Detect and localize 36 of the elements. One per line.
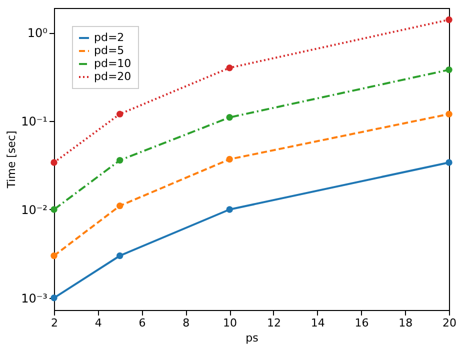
x-tick-label: 6	[138, 316, 146, 330]
y-axis-title: Time [sec]	[5, 130, 18, 190]
legend-label: pd=10	[94, 57, 132, 70]
point	[446, 16, 452, 24]
point	[226, 156, 233, 163]
point	[50, 252, 58, 260]
x-tick-label: 8	[182, 316, 190, 330]
point	[226, 206, 233, 213]
y-tick-label: 10⁻³	[21, 291, 48, 306]
point	[446, 66, 452, 74]
point	[50, 294, 58, 302]
point	[116, 110, 124, 118]
x-tick-label: 2	[51, 316, 58, 330]
y-tick-label: 10⁻²	[21, 202, 48, 217]
point	[226, 114, 233, 121]
point	[446, 159, 452, 166]
x-tick-label: 20	[442, 316, 456, 330]
x-axis-title: ps	[246, 332, 259, 344]
x-tick-label: 16	[354, 316, 369, 330]
x-tick-label: 14	[310, 316, 325, 330]
point	[446, 110, 452, 118]
x-tick-label: 10	[223, 316, 238, 330]
x-tick-label: 12	[266, 316, 281, 330]
point	[226, 64, 233, 72]
point	[50, 159, 58, 166]
point	[116, 202, 124, 210]
point	[116, 156, 124, 164]
y-tick-label: 10⁻¹	[21, 114, 48, 129]
y-tick-label: 10⁰	[27, 26, 48, 40]
legend-label: pd=5	[94, 44, 124, 57]
legend-label: pd=20	[94, 70, 132, 83]
legend-label: pd=2	[94, 31, 124, 44]
x-tick-label: 4	[94, 316, 102, 330]
x-tick-label: 18	[398, 316, 413, 330]
point	[116, 252, 124, 260]
point	[50, 206, 58, 213]
